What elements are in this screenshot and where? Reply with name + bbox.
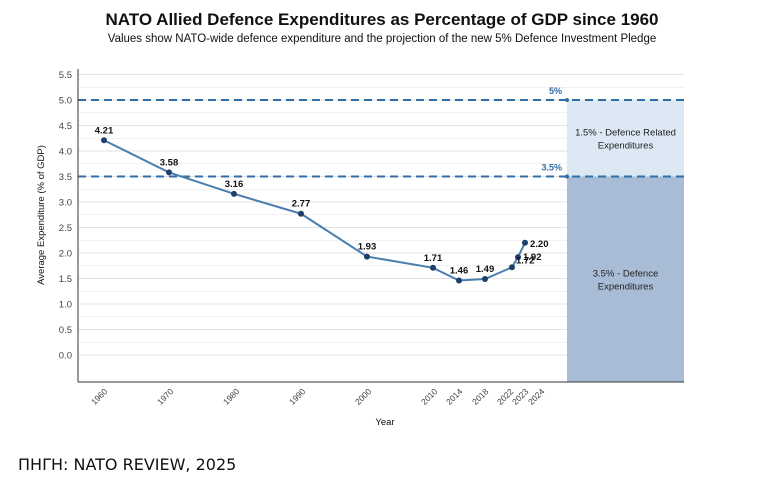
x-tick-label: 1990 — [287, 386, 308, 407]
x-tick-label: 2000 — [353, 386, 374, 407]
reference-point — [565, 98, 569, 102]
defence-expenditure-area — [567, 176, 684, 382]
y-tick-label: 5.0 — [59, 96, 72, 107]
x-tick-label: 2018 — [470, 386, 491, 407]
x-tick-label: 2010 — [419, 386, 440, 407]
x-tick-label: 1980 — [221, 386, 242, 407]
reference-label: 5% — [549, 86, 562, 96]
y-tick-label: 1.0 — [59, 300, 72, 311]
data-label: 1.93 — [358, 242, 377, 253]
data-point — [456, 277, 462, 284]
x-tick-label: 2014 — [444, 386, 465, 407]
data-label: 2.77 — [292, 199, 311, 210]
x-tick-label: 2024 — [526, 386, 547, 407]
y-tick-label: 4.0 — [59, 147, 72, 158]
data-point — [298, 210, 304, 217]
chart-subtitle: Values show NATO-wide defence expenditur… — [107, 33, 657, 45]
data-point — [364, 253, 370, 260]
reference-point — [565, 174, 569, 179]
projection-area-label: 3.5% - Defence — [593, 268, 658, 279]
y-axis-label: Average Expenditure (% of GDP) — [36, 145, 47, 285]
data-point — [522, 239, 528, 246]
x-axis-label: Year — [375, 417, 394, 428]
projection-area-label: Expenditures — [598, 281, 654, 292]
y-tick-label: 2.0 — [59, 249, 72, 260]
data-label: 3.58 — [160, 157, 179, 168]
x-tick-label: 2023 — [510, 386, 531, 407]
data-label: 3.16 — [225, 179, 244, 190]
reference-lines: 5% 3.5% — [78, 86, 684, 179]
data-point — [166, 169, 172, 176]
y-tick-label: 0.5 — [59, 325, 72, 336]
data-label: 1.49 — [476, 264, 495, 275]
data-point — [231, 190, 237, 197]
data-label: 4.21 — [95, 125, 114, 136]
y-tick-label: 4.5 — [59, 121, 72, 132]
chart-title: NATO Allied Defence Expenditures as Perc… — [105, 10, 659, 29]
data-point — [101, 137, 107, 144]
data-point — [515, 254, 521, 261]
projection-area-label: 1.5% - Defence Related — [575, 127, 676, 138]
projection-areas: 1.5% - Defence Related Expenditures 3.5% -… — [567, 100, 684, 382]
reference-label: 3.5% — [541, 163, 562, 173]
data-label: 2.20 — [530, 239, 549, 250]
series-layer — [101, 137, 528, 284]
defence-related-area — [567, 100, 684, 177]
data-labels: 4.21 3.58 3.16 2.77 1.93 1.71 1.46 1.49 1.721.92… — [95, 125, 549, 276]
data-point — [482, 276, 488, 283]
y-tick-label: 5.5 — [59, 70, 72, 81]
data-point — [509, 264, 515, 271]
y-tick-label: 3.5 — [59, 172, 72, 183]
data-label: 1.46 — [450, 266, 469, 277]
y-tick-label: 2.5 — [59, 223, 72, 234]
x-tick-label: 1970 — [155, 386, 176, 407]
data-label: 1.72 — [516, 255, 535, 266]
data-label: 1.71 — [424, 253, 443, 264]
source-note: ΠΗΓΗ: NATO REVIEW, 2025 — [18, 455, 237, 474]
x-tick-label: 1960 — [89, 386, 110, 407]
y-tick-label: 1.5 — [59, 274, 72, 285]
y-tick-label: 3.0 — [59, 198, 72, 209]
data-point — [430, 264, 436, 271]
data-label: 1.92 — [523, 252, 542, 263]
y-tick-label: 0.0 — [59, 351, 72, 362]
projection-area-label: Expenditures — [598, 140, 654, 151]
